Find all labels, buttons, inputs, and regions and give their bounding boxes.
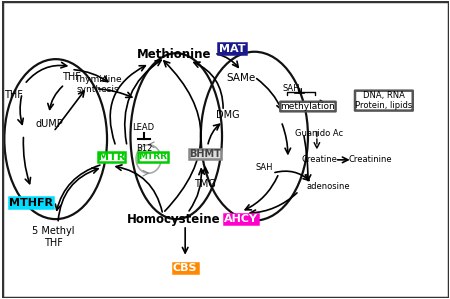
- Text: Creatinine: Creatinine: [349, 155, 392, 164]
- Text: CBS: CBS: [173, 263, 198, 273]
- Text: AHCY: AHCY: [224, 214, 258, 224]
- Text: 5 Methyl
THF: 5 Methyl THF: [32, 226, 75, 248]
- Text: Thymidine
synthesis: Thymidine synthesis: [74, 75, 122, 94]
- Text: MTRR: MTRR: [139, 152, 167, 161]
- Text: TMG: TMG: [194, 179, 216, 189]
- Text: LEAD: LEAD: [132, 123, 154, 132]
- Text: DNA, RNA
Protein, lipids: DNA, RNA Protein, lipids: [355, 91, 413, 110]
- Text: SAMe: SAMe: [226, 74, 256, 83]
- Text: MTHFR: MTHFR: [9, 198, 53, 208]
- Text: DMG: DMG: [216, 110, 239, 120]
- Text: MTR: MTR: [98, 152, 125, 162]
- Text: Methionine: Methionine: [137, 48, 211, 61]
- Text: dUMP: dUMP: [35, 119, 63, 129]
- Text: BHMT: BHMT: [189, 149, 221, 159]
- Text: SAH: SAH: [283, 84, 300, 93]
- Text: Homocysteine: Homocysteine: [127, 213, 221, 226]
- Text: Guanido Ac: Guanido Ac: [295, 129, 343, 138]
- Text: adenosine: adenosine: [306, 182, 350, 191]
- Text: Creatine: Creatine: [301, 155, 337, 164]
- Text: THF: THF: [4, 90, 22, 100]
- Text: SAH: SAH: [256, 163, 274, 172]
- Text: MAT: MAT: [219, 44, 245, 54]
- Text: THF: THF: [62, 72, 81, 82]
- Text: methylation: methylation: [281, 102, 335, 111]
- Text: B12: B12: [136, 144, 152, 152]
